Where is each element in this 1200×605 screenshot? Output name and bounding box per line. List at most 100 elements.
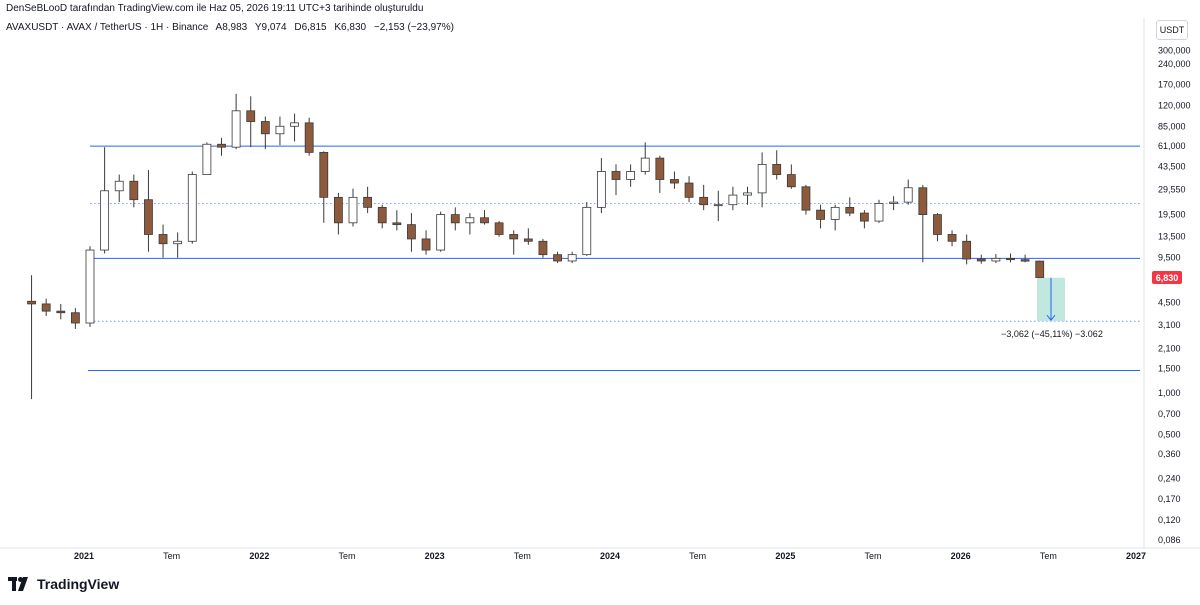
time-tick-label: 2024 bbox=[600, 551, 620, 561]
candle-body bbox=[41, 303, 51, 312]
candle-body bbox=[947, 234, 957, 242]
time-tick-label: Tem bbox=[338, 551, 355, 561]
chart-lines-layer bbox=[0, 18, 1200, 549]
open-value: A8,983 bbox=[215, 22, 248, 33]
candle-body bbox=[684, 182, 694, 198]
price-tick-label: 9,500 bbox=[1158, 253, 1181, 263]
change-value: −2,153 (−23,97%) bbox=[373, 22, 454, 33]
candle-body bbox=[450, 214, 460, 224]
time-tick-label: 2027 bbox=[1126, 551, 1146, 561]
measure-tool-layer: −3,062 (−45,11%) −3.062 bbox=[1001, 277, 1103, 339]
candle-body bbox=[567, 254, 577, 262]
time-tick-label: Tem bbox=[1040, 551, 1057, 561]
brand-name: TradingView bbox=[37, 576, 120, 592]
price-tick-label: 19,500 bbox=[1158, 210, 1186, 220]
time-tick-label: Tem bbox=[864, 551, 881, 561]
candle-body bbox=[480, 217, 489, 224]
candle-body bbox=[1006, 257, 1015, 261]
measure-arrow-head bbox=[1046, 314, 1056, 321]
price-tick-label: 1,000 bbox=[1158, 388, 1181, 398]
candle-body bbox=[333, 196, 343, 224]
candle-body bbox=[217, 143, 226, 148]
candle-body bbox=[363, 196, 373, 208]
price-tick-label: 2,100 bbox=[1158, 343, 1181, 353]
current-price-tag: 6,830 bbox=[1152, 271, 1182, 285]
candle-body bbox=[260, 121, 270, 135]
candle-body bbox=[655, 157, 665, 180]
candle-body bbox=[509, 234, 519, 240]
price-tick-label: 300,000 bbox=[1158, 46, 1191, 56]
price-axis: 300,000 240,000 170,000 120,000 85,000 61,000… bbox=[1158, 46, 1191, 545]
symbol-legend[interactable]: AVAXUSDT · AVAX / TetherUS · 1H · Binanc… bbox=[6, 22, 459, 33]
chart-credit: DenSeBLooD tarafından TradingView.com il… bbox=[6, 3, 424, 14]
candle-body bbox=[231, 110, 241, 148]
time-tick-label: 2023 bbox=[425, 551, 445, 561]
price-tick-label: 3,100 bbox=[1158, 320, 1181, 330]
candle-body bbox=[523, 238, 533, 242]
candle-body bbox=[538, 240, 548, 256]
candle-body bbox=[114, 180, 124, 192]
price-tick-label: 0,700 bbox=[1158, 409, 1181, 419]
candle-body bbox=[290, 122, 299, 127]
candle-body bbox=[830, 206, 840, 220]
candle-body bbox=[772, 164, 782, 175]
time-tick-label: 2025 bbox=[775, 551, 795, 561]
price-tick-label: 0,170 bbox=[1158, 494, 1181, 504]
price-tick-label: 170,000 bbox=[1158, 80, 1191, 90]
candle-body bbox=[70, 312, 80, 324]
price-tick-label: 120,000 bbox=[1158, 101, 1191, 111]
time-tick-label: Tem bbox=[689, 551, 706, 561]
candles-layer bbox=[27, 93, 1045, 400]
price-tick-label: 1,500 bbox=[1158, 363, 1181, 373]
high-value: Y9,074 bbox=[254, 22, 287, 33]
candle-body bbox=[27, 300, 36, 305]
candle-body bbox=[1035, 260, 1045, 278]
price-tick-label: 0,240 bbox=[1158, 473, 1181, 483]
time-tick-label: 2021 bbox=[74, 551, 94, 561]
price-tick-label: 29,550 bbox=[1158, 185, 1186, 195]
candle-body bbox=[377, 206, 387, 224]
price-tick-label: 61,000 bbox=[1158, 141, 1186, 151]
candle-body bbox=[407, 224, 416, 240]
candle-body bbox=[962, 240, 972, 260]
time-tick-label: 2022 bbox=[249, 551, 269, 561]
price-tick-label: 13,500 bbox=[1158, 232, 1186, 242]
candle-body bbox=[786, 174, 796, 188]
tradingview-logo[interactable]: TradingView bbox=[8, 576, 119, 592]
candle-body bbox=[596, 171, 606, 208]
price-tick-label: 0,120 bbox=[1158, 515, 1181, 525]
candle-body bbox=[845, 206, 855, 214]
candle-body bbox=[187, 174, 197, 242]
candle-body bbox=[494, 222, 504, 235]
candle-body bbox=[991, 257, 1001, 262]
candle-body bbox=[348, 196, 358, 224]
currency-unit-button[interactable]: USDT bbox=[1156, 20, 1188, 40]
price-tick-label: 85,000 bbox=[1158, 121, 1186, 131]
time-axis: 2021 Tem 2022 Tem 2023 Tem 2024 Tem 2025 Tem 2026 T… bbox=[74, 551, 1146, 561]
candle-body bbox=[626, 171, 636, 180]
measure-label: −3,062 (−45,11%) −3.062 bbox=[1001, 329, 1103, 339]
price-tick-label: 0,086 bbox=[1158, 535, 1181, 545]
candle-body bbox=[582, 206, 592, 256]
candle-body bbox=[1020, 259, 1030, 262]
candle-body bbox=[85, 249, 95, 324]
price-tick-label: 43,500 bbox=[1158, 161, 1186, 171]
candle-body bbox=[874, 203, 884, 222]
time-tick-label: Tem bbox=[514, 551, 531, 561]
candle-body bbox=[699, 196, 709, 206]
candle-body bbox=[100, 190, 110, 251]
candle-body bbox=[903, 187, 913, 203]
candle-body bbox=[757, 164, 767, 194]
price-tick-label: 0,500 bbox=[1158, 429, 1181, 439]
candle-body bbox=[56, 310, 66, 314]
candle-body bbox=[640, 157, 650, 172]
candle-body bbox=[421, 238, 431, 251]
time-tick-label: 2026 bbox=[951, 551, 971, 561]
low-value: D6,815 bbox=[294, 22, 327, 33]
candle-body bbox=[144, 199, 153, 235]
symbol-name[interactable]: AVAXUSDT · AVAX / TetherUS · 1H · Binanc… bbox=[6, 22, 209, 33]
candle-body bbox=[304, 122, 314, 153]
candle-body bbox=[436, 214, 446, 251]
candle-body bbox=[158, 234, 168, 245]
